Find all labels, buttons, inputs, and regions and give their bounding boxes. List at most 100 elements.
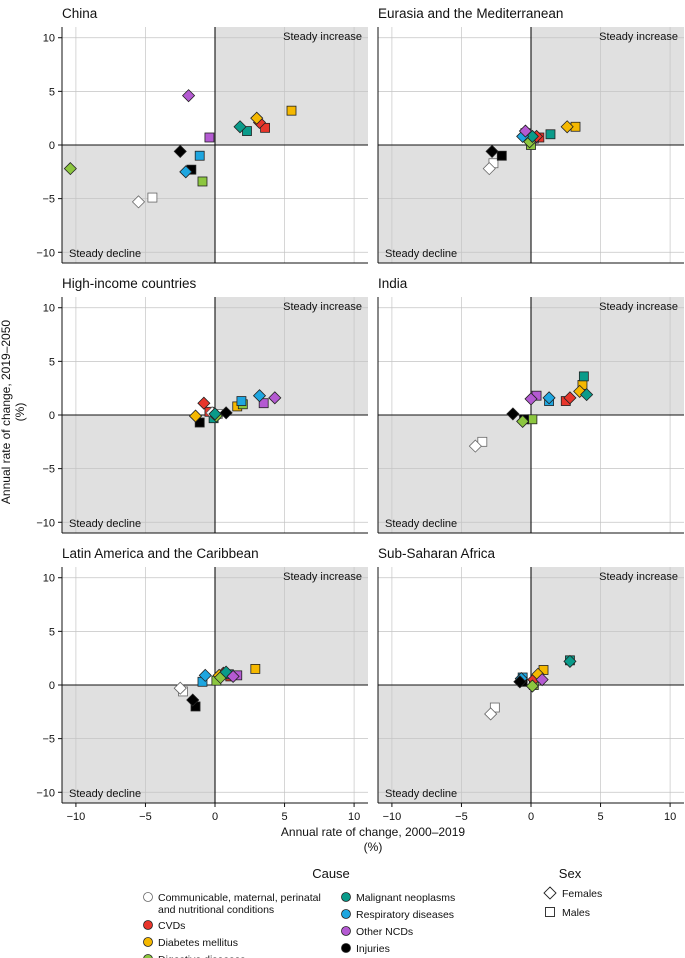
legend-label-comm: and nutritional conditions <box>158 904 274 916</box>
x-axis-title: Annual rate of change, 2000–2019 <box>281 825 465 839</box>
y-tick-label: −5 <box>42 464 55 476</box>
point-diab-females <box>188 409 203 423</box>
point-resp-females <box>179 165 193 179</box>
point-neo-males <box>545 129 556 140</box>
panel-title: China <box>62 6 98 21</box>
legend-label-resp: Respiratory diseases <box>356 909 454 921</box>
quadrant-label-decline: Steady decline <box>69 518 141 530</box>
legend-label-cvd: CVDs <box>158 920 185 932</box>
point-resp-females <box>542 391 556 405</box>
y-tick-label: −10 <box>36 247 55 259</box>
point-ncd-females <box>268 391 282 405</box>
point-neo-males <box>242 126 252 136</box>
panel-5: Latin America and the Caribbean Steady in… <box>36 546 368 823</box>
quadrant-label-increase: Steady increase <box>599 571 678 583</box>
legend-swatch-cvd <box>143 920 153 930</box>
y-tick-label: 5 <box>49 356 55 368</box>
legend-label-comm: Communicable, maternal, perinatal <box>158 892 321 904</box>
legend-females-icon <box>543 886 557 900</box>
y-tick-label: 0 <box>49 680 55 692</box>
point-dig-females <box>63 162 77 176</box>
point-diab-females <box>573 384 587 398</box>
y-axis-unit: (%) <box>13 403 27 422</box>
x-tick-label: 10 <box>348 811 360 823</box>
point-diab-males <box>250 664 261 674</box>
y-tick-label: −5 <box>42 734 55 746</box>
point-ncd-females <box>182 89 196 103</box>
y-tick-label: −5 <box>42 194 55 206</box>
legend-cause-title: Cause <box>312 866 350 881</box>
panel-2: Eurasia and the Mediterranean Steady incr… <box>377 6 684 264</box>
point-inj-females <box>219 406 233 420</box>
panel-4: India Steady increase Steady decline <box>377 276 684 534</box>
legend-label-diab: Diabetes mellitus <box>158 937 238 949</box>
point-ncd-females <box>524 392 538 406</box>
legend-swatch-dig <box>143 954 153 958</box>
point-comm-females <box>482 162 496 176</box>
increase-quadrant <box>215 567 368 685</box>
point-resp-females <box>198 668 212 682</box>
point-diab-females <box>560 120 574 134</box>
panel-title: Latin America and the Caribbean <box>62 546 259 561</box>
point-neo-females <box>563 654 577 668</box>
point-dig-females <box>516 414 530 429</box>
point-cvd-females <box>563 391 577 405</box>
legend-sex-title: Sex <box>559 866 582 881</box>
point-inj-females <box>513 675 527 689</box>
y-tick-label: 0 <box>49 140 55 152</box>
quadrant-label-decline: Steady decline <box>69 788 141 800</box>
legend-swatch-inj <box>341 943 351 953</box>
point-diab-females <box>250 111 264 125</box>
x-tick-label: −10 <box>67 811 86 823</box>
legend-females-label: Females <box>562 888 602 900</box>
point-comm-males <box>477 436 488 447</box>
panel-1: China Steady increase Steady decline −10 −5 0… <box>36 6 368 264</box>
decline-quadrant <box>62 415 215 533</box>
point-inj-females <box>485 144 499 159</box>
y-tick-label: −10 <box>36 517 55 529</box>
point-inj-males <box>496 150 507 161</box>
legend-label-inj: Injuries <box>356 943 390 955</box>
y-tick-label: 10 <box>43 33 55 45</box>
panel-6: Sub-Saharan Africa Steady increase Steady … <box>377 546 684 823</box>
decline-quadrant <box>378 685 531 803</box>
legend: Cause Communicable, maternal, perinatalan… <box>143 866 602 958</box>
point-inj-females <box>173 144 187 159</box>
decline-quadrant <box>62 685 215 803</box>
quadrant-label-increase: Steady increase <box>283 31 362 43</box>
y-tick-label: 5 <box>49 626 55 638</box>
x-tick-label: 5 <box>281 811 287 823</box>
panel-title: Eurasia and the Mediterranean <box>378 6 563 21</box>
point-ncd-females <box>518 124 533 138</box>
point-neo-females <box>233 120 247 134</box>
x-tick-label: 10 <box>664 811 676 823</box>
point-diab-males <box>286 105 297 116</box>
legend-males-label: Males <box>562 907 590 919</box>
point-comm-males <box>147 192 158 203</box>
y-tick-label: 0 <box>49 410 55 422</box>
point-resp-females <box>252 389 267 403</box>
point-comm-females <box>173 681 187 695</box>
legend-label-dig: Digestive diseases <box>158 954 246 958</box>
y-tick-label: −10 <box>36 787 55 799</box>
point-comm-females <box>131 195 146 209</box>
quadrant-label-increase: Steady increase <box>599 301 678 313</box>
panel-title: Sub-Saharan Africa <box>378 546 496 561</box>
quadrant-label-increase: Steady increase <box>283 571 362 583</box>
x-axis-unit: (%) <box>364 840 383 854</box>
point-comm-females <box>468 439 482 453</box>
point-ncd-males <box>204 132 215 143</box>
legend-males-icon <box>545 907 555 917</box>
panel-title: India <box>378 276 408 291</box>
point-ncd-males <box>258 398 269 409</box>
legend-label-ncd: Other NCDs <box>356 926 413 938</box>
increase-quadrant <box>531 297 684 415</box>
point-inj-females <box>186 693 200 707</box>
legend-swatch-comm <box>143 892 153 902</box>
x-tick-label: −5 <box>455 811 468 823</box>
quadrant-label-decline: Steady decline <box>69 248 141 260</box>
point-resp-males <box>236 396 247 406</box>
legend-swatch-ncd <box>341 926 351 936</box>
quadrant-label-increase: Steady increase <box>599 31 678 43</box>
